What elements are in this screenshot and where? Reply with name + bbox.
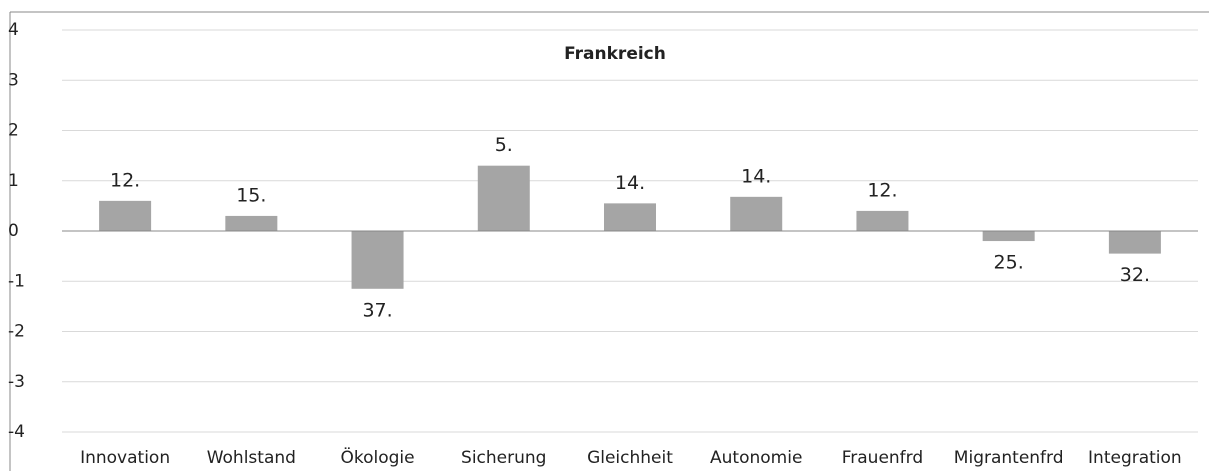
y-tick-label: 2 [8,121,19,141]
bar [604,203,656,231]
x-tick-label: Integration [1088,448,1182,468]
bar-annotation: 5. [495,134,513,156]
bar-annotation: 14. [615,172,645,194]
bar-annotation: 37. [362,299,392,321]
y-tick-label: -2 [8,322,25,342]
bar [225,215,278,231]
x-tick-label: Wohlstand [207,448,296,468]
chart-title: Frankreich [564,44,666,64]
x-tick-label: Gleichheit [587,448,673,468]
y-tick-label: -4 [8,422,25,442]
x-tick-label: Autonomie [710,448,802,468]
bar-annotation: 32. [1120,264,1150,286]
bar [99,200,152,231]
x-tick-label: Migrantenfrd [954,448,1064,468]
bar-annotation: 25. [994,252,1024,274]
y-tick-label: 0 [8,221,19,241]
bar [730,196,783,231]
y-tick-label: 4 [8,20,19,40]
y-tick-label: 1 [8,171,19,191]
bar-annotation: 14. [741,165,771,187]
bar [477,165,530,231]
bar [351,231,404,289]
x-tick-label: Innovation [80,448,170,468]
bar-annotation: 12. [110,169,140,191]
y-tick-label: -3 [8,372,25,392]
bar-annotation: 12. [867,179,897,201]
x-tick-label: Sicherung [461,448,546,468]
x-tick-label: Ökologie [340,446,414,468]
x-tick-label: Frauenfrd [842,448,923,468]
bar [1108,231,1161,254]
y-tick-label: 3 [8,70,19,90]
bar-annotation: 15. [236,184,266,206]
bar [982,231,1035,242]
y-tick-label: -1 [8,271,25,291]
bar [856,210,909,231]
